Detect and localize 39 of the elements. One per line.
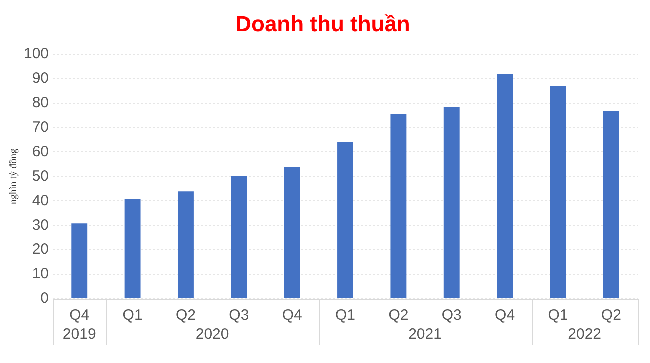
- x-tick-label: Q2: [388, 307, 409, 324]
- x-tick-label: Q4: [495, 307, 516, 324]
- bar: [550, 86, 566, 298]
- bar: [284, 167, 300, 298]
- text: 2021: [408, 326, 442, 344]
- y-tick-label: 0: [40, 290, 50, 308]
- y-tick-label: 30: [32, 216, 50, 234]
- y-tick-label: 20: [32, 241, 50, 258]
- bar: [603, 111, 620, 298]
- bar: [444, 107, 460, 298]
- chart-title: Doanh thu thuần: [236, 11, 410, 36]
- text: 2020: [196, 326, 230, 344]
- x-tick-label: Q1: [336, 307, 356, 324]
- x-tick-label: Q3: [442, 307, 462, 324]
- y-tick-label: 10: [32, 266, 50, 283]
- bar: [497, 74, 514, 298]
- x-tick-label: Q1: [122, 307, 143, 324]
- text: 2019: [62, 326, 96, 344]
- x-tick-label: Q2: [601, 307, 622, 324]
- bar: [338, 142, 354, 298]
- y-axis-title: nghìn tỷ đồng: [8, 148, 20, 204]
- y-tick-label: 50: [32, 168, 50, 185]
- x-tick-label: Q3: [229, 307, 250, 324]
- x-tick-label: Q2: [176, 307, 196, 324]
- bar: [124, 199, 141, 298]
- x-tick-label: Q4: [70, 307, 90, 324]
- x-tick-label: Q4: [282, 307, 302, 324]
- y-tick-label: 80: [32, 94, 50, 112]
- text: 2022: [568, 326, 602, 344]
- y-tick-label: 40: [32, 192, 50, 210]
- y-tick-label: 70: [32, 118, 50, 136]
- bar: [178, 192, 194, 298]
- y-tick-label: 60: [32, 143, 50, 160]
- y-tick-label: 100: [24, 46, 50, 63]
- x-tick-label: Q1: [548, 307, 568, 324]
- bar: [231, 176, 248, 298]
- bar: [390, 114, 407, 298]
- y-tick-label: 90: [32, 70, 50, 87]
- bar: [72, 224, 88, 298]
